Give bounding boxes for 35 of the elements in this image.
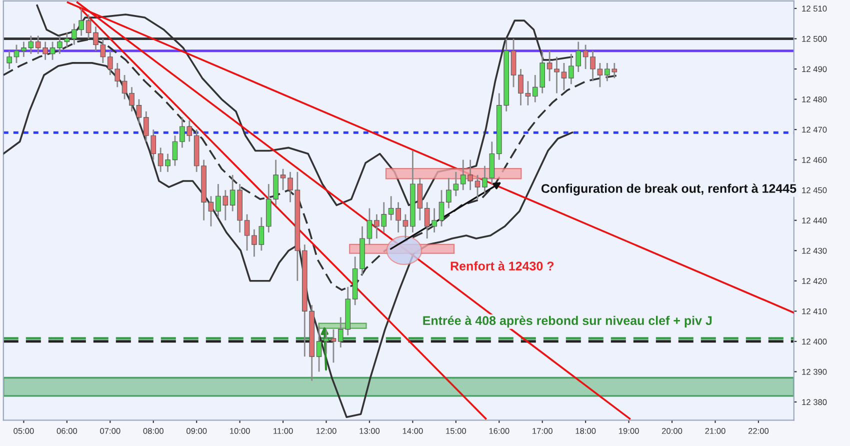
x-tick-label: 22:00 xyxy=(748,428,769,434)
x-tick-label: 07:00 xyxy=(100,428,120,434)
y-tick-label: 12 470 xyxy=(802,126,827,133)
y-tick-label: 12 380 xyxy=(802,399,827,406)
x-tick-label: 06:00 xyxy=(56,428,78,434)
x-tick-label: 20:00 xyxy=(662,428,682,434)
y-tick-label: 12 450 xyxy=(802,187,827,194)
x-tick-label: 18:00 xyxy=(576,428,596,434)
y-tick-label: 12 420 xyxy=(802,278,827,284)
x-tick-label: 19:00 xyxy=(619,428,639,434)
y-tick-label: 12 410 xyxy=(802,308,827,314)
y-tick-label: 12 490 xyxy=(802,66,827,72)
y-tick-label: 12 400 xyxy=(802,338,827,345)
y-tick-label: 12 390 xyxy=(802,368,827,375)
y-tick-label: 12 480 xyxy=(802,96,827,102)
x-tick-label: 05:00 xyxy=(14,428,34,434)
x-tick-label: 10:00 xyxy=(230,428,250,434)
annotation: Renfort à 12430 ? xyxy=(450,261,554,270)
x-tick-label: 08:00 xyxy=(143,428,164,434)
y-tick-label: 12 510 xyxy=(802,6,827,12)
x-tick-label: 15:00 xyxy=(446,428,466,434)
y-tick-label: 12 440 xyxy=(802,218,827,224)
y-tick-label: 12 460 xyxy=(802,157,827,163)
x-tick-label: 09:00 xyxy=(186,428,207,434)
x-tick-label: 13:00 xyxy=(360,428,380,434)
x-tick-label: 16:00 xyxy=(489,428,510,434)
y-tick-label: 12 430 xyxy=(802,248,827,254)
x-tick-label: 17:00 xyxy=(532,428,552,434)
annotation: Entrée à 408 après rebond sur niveau clef + piv J xyxy=(423,316,712,328)
annotation: Configuration de break out, renfort à 12445 xyxy=(541,184,796,196)
x-tick-label: 12:00 xyxy=(316,428,336,434)
y-tick-label: 12 500 xyxy=(802,36,827,42)
x-tick-label: 14:00 xyxy=(402,428,423,434)
x-tick-label: 21:00 xyxy=(705,428,726,434)
x-tick-label: 11:00 xyxy=(274,428,293,434)
